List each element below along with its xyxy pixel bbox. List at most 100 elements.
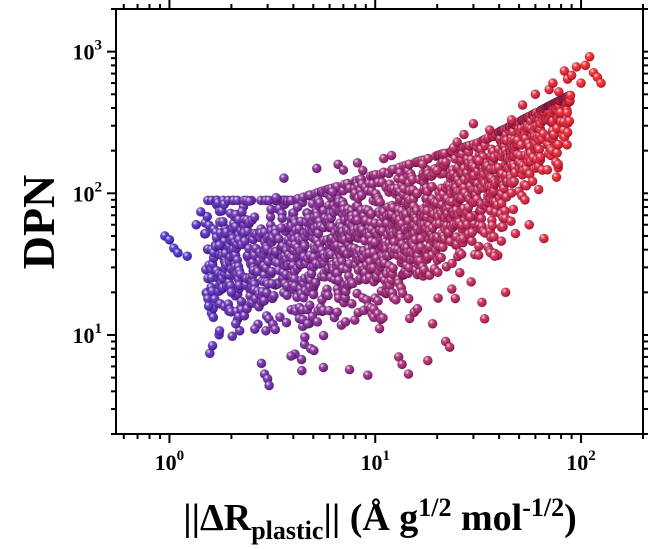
data-point-shine xyxy=(296,354,307,365)
data-point-shine xyxy=(203,294,213,304)
data-point-shine xyxy=(375,197,385,207)
data-point-shine xyxy=(358,165,368,176)
data-point-shine xyxy=(562,140,572,150)
data-point-shine xyxy=(567,70,577,80)
data-point-shine xyxy=(208,312,218,322)
data-point-shine xyxy=(279,173,289,183)
data-point-shine xyxy=(517,100,528,110)
data-point-shine xyxy=(391,295,401,305)
data-point-shine xyxy=(496,236,506,246)
data-point-shine xyxy=(423,153,433,164)
data-point-shine xyxy=(370,237,380,248)
data-point-shine xyxy=(428,319,438,329)
data-point-shine xyxy=(303,319,313,329)
data-point-shine xyxy=(315,198,325,208)
data-point-shine xyxy=(202,211,212,222)
data-point-shine xyxy=(564,116,574,126)
data-point-shine xyxy=(509,177,519,187)
data-point-shine xyxy=(277,213,287,223)
data-point-shine xyxy=(231,319,241,329)
data-point-shine xyxy=(423,355,433,366)
data-point-shine xyxy=(457,249,467,259)
data-point-shine xyxy=(416,234,426,244)
data-point-shine xyxy=(412,188,422,198)
data-point-shine xyxy=(373,296,383,306)
data-point-shine xyxy=(350,315,360,325)
data-point-shine xyxy=(207,341,218,351)
data-point-shine xyxy=(300,332,310,342)
data-point-shine xyxy=(506,216,516,226)
data-point-shine xyxy=(441,157,451,167)
data-point-shine xyxy=(548,78,558,88)
data-point-shine xyxy=(207,286,217,296)
data-point-shine xyxy=(297,366,307,376)
data-point-shine xyxy=(485,125,495,135)
data-point-shine xyxy=(191,220,201,230)
data-point-shine xyxy=(196,207,206,217)
x-tick-label: 102 xyxy=(566,448,596,475)
data-point-shine xyxy=(305,300,315,310)
data-point-shine xyxy=(477,297,487,307)
data-point-shine xyxy=(308,290,319,300)
data-point-shine xyxy=(214,240,225,250)
x-axis-title-exp2: -1/2 xyxy=(522,493,564,522)
data-point-shine xyxy=(404,294,414,304)
data-point-shine xyxy=(553,159,563,169)
data-point-shine xyxy=(236,296,247,307)
data-point-shine xyxy=(386,150,397,161)
y-axis-title: DPN xyxy=(13,175,64,270)
data-point-shine xyxy=(290,274,300,284)
data-point-shine xyxy=(324,306,334,316)
data-point-shine xyxy=(397,359,407,369)
data-point-shine xyxy=(403,369,414,379)
data-point-shine xyxy=(452,137,462,147)
y-tick-label: 101 xyxy=(73,321,103,348)
data-point-shine xyxy=(205,348,215,358)
data-point-shine xyxy=(276,223,287,233)
data-point-shine xyxy=(388,263,398,273)
data-point-shine xyxy=(293,202,303,212)
data-point-shine xyxy=(436,253,446,263)
data-point-shine xyxy=(476,213,486,224)
data-point-shine xyxy=(275,312,285,322)
data-point-shine xyxy=(286,351,296,361)
data-point-shine xyxy=(281,318,292,328)
data-point-shine xyxy=(459,129,469,140)
data-point-shine xyxy=(447,284,457,294)
data-point-shine xyxy=(474,156,484,166)
data-point-shine xyxy=(535,152,546,162)
data-point-shine xyxy=(347,299,357,309)
data-point-shine xyxy=(267,266,277,277)
data-point-shine xyxy=(552,148,562,158)
data-point-shine xyxy=(235,326,245,336)
data-point-shine xyxy=(571,62,582,72)
data-point-shine xyxy=(447,258,457,269)
data-point-shine xyxy=(266,204,276,214)
data-point-shine xyxy=(332,307,342,317)
data-point-shine xyxy=(240,236,250,246)
data-point-shine xyxy=(298,293,309,303)
data-point-shine xyxy=(309,345,319,356)
data-point-shine xyxy=(201,228,211,239)
data-point-shine xyxy=(576,78,586,88)
data-point-shine xyxy=(265,212,276,222)
data-point-shine xyxy=(327,187,338,197)
data-point-shine xyxy=(344,364,355,375)
data-point-shine xyxy=(562,108,572,118)
data-point-shine xyxy=(565,90,576,100)
data-point-shine xyxy=(340,317,351,327)
data-point-shine xyxy=(427,182,437,192)
data-point-shine xyxy=(580,60,591,70)
data-point-shine xyxy=(528,176,538,186)
data-point-shine xyxy=(433,267,443,277)
data-point-shine xyxy=(374,324,385,334)
data-point-shine xyxy=(264,380,274,391)
data-point-shine xyxy=(554,87,564,97)
x-axis-title-subscript: plastic xyxy=(251,516,323,545)
x-axis-title-mid: mol xyxy=(452,497,523,539)
data-point-shine xyxy=(338,165,348,175)
data-point-shine xyxy=(274,234,284,244)
data-point-shine xyxy=(234,280,244,290)
data-point-shine xyxy=(218,217,228,227)
